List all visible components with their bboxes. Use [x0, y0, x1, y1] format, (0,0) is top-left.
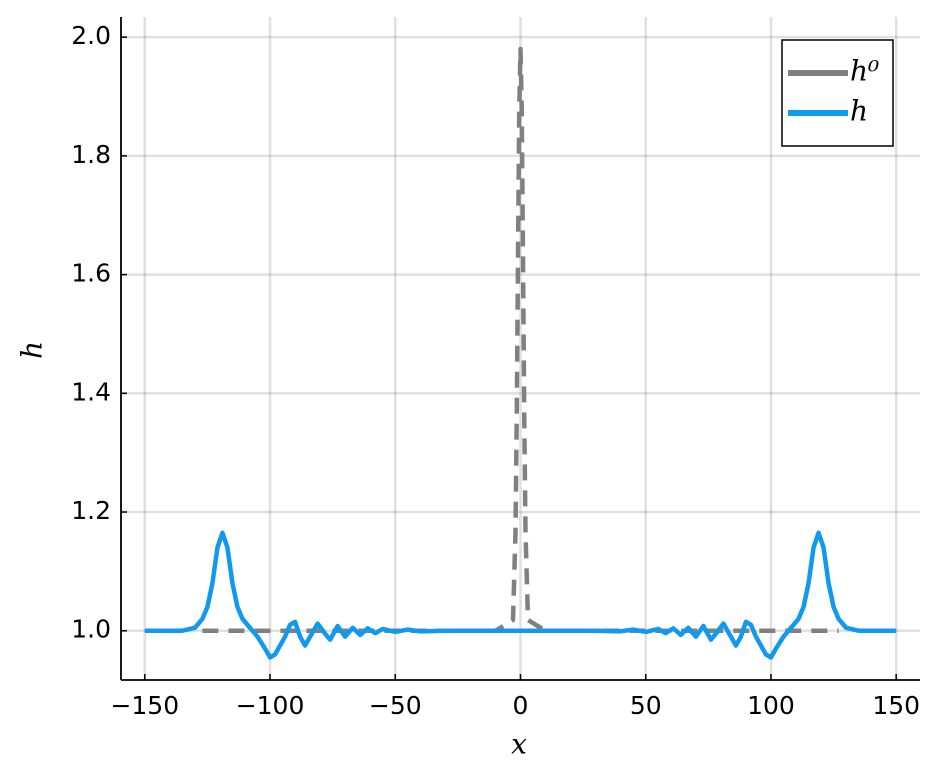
- x-tick-label: 100: [747, 691, 795, 720]
- legend-label: h: [850, 95, 868, 128]
- legend-label: h⁰: [850, 55, 879, 88]
- y-tick-label: 1.4: [71, 377, 111, 406]
- x-tick-label: 0: [513, 691, 529, 720]
- legend-box: [781, 39, 894, 147]
- y-tick-label: 1.6: [71, 259, 111, 288]
- y-tick-label: 1.8: [71, 140, 111, 169]
- x-tick-label: 50: [630, 691, 662, 720]
- y-axis-label: h: [16, 341, 49, 359]
- x-tick-label: 150: [872, 691, 920, 720]
- x-axis-label: x: [511, 728, 527, 761]
- x-tick-label: −150: [110, 691, 179, 720]
- series-line: [144, 530, 897, 660]
- series-line: [202, 46, 839, 633]
- y-tick-label: 1.2: [71, 496, 111, 525]
- y-tick-label: 2.0: [71, 21, 111, 50]
- x-tick-label: −50: [369, 691, 422, 720]
- x-tick-label: −100: [236, 691, 305, 720]
- y-tick-label: 1.0: [71, 615, 111, 644]
